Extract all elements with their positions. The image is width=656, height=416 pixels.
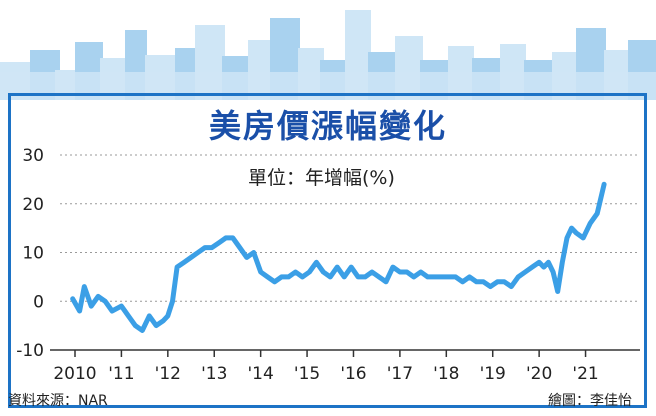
x-tick-label: '13 <box>201 364 227 384</box>
x-tick-label: 2010 <box>53 364 96 384</box>
y-tick-label: -10 <box>16 341 44 361</box>
x-tick-label: '19 <box>480 364 506 384</box>
x-tick-label: '21 <box>572 364 598 384</box>
series-layer <box>70 181 607 333</box>
series-line <box>70 181 607 333</box>
x-tick-label: '20 <box>526 364 552 384</box>
x-tick-label: '12 <box>155 364 181 384</box>
x-tick-label: '14 <box>247 364 273 384</box>
source-note: 資料來源：NAR <box>8 393 108 409</box>
y-tick-label: 30 <box>22 146 44 166</box>
x-tick-label: '15 <box>294 364 320 384</box>
credit-note: 繪圖：李佳怡 <box>548 393 632 409</box>
chart-title: 美房價漲幅變化 <box>208 107 447 145</box>
x-tick-label: '17 <box>387 364 413 384</box>
x-tick-label: '16 <box>340 364 366 384</box>
unit-label: 單位：年增幅(%) <box>248 167 395 189</box>
city-skyline-decoration <box>0 10 656 100</box>
y-tick-label: 10 <box>22 244 44 264</box>
y-tick-label: 0 <box>33 292 44 312</box>
y-tick-label: 20 <box>22 195 44 215</box>
x-tick-label: '18 <box>433 364 459 384</box>
x-tick-label: '11 <box>108 364 134 384</box>
y-axis: -10 0 10 20 30 <box>16 146 44 361</box>
x-axis: 2010 '11 '12 '13 '14 '15 '16 '17 '18 '19 '20 '21 <box>50 349 640 384</box>
